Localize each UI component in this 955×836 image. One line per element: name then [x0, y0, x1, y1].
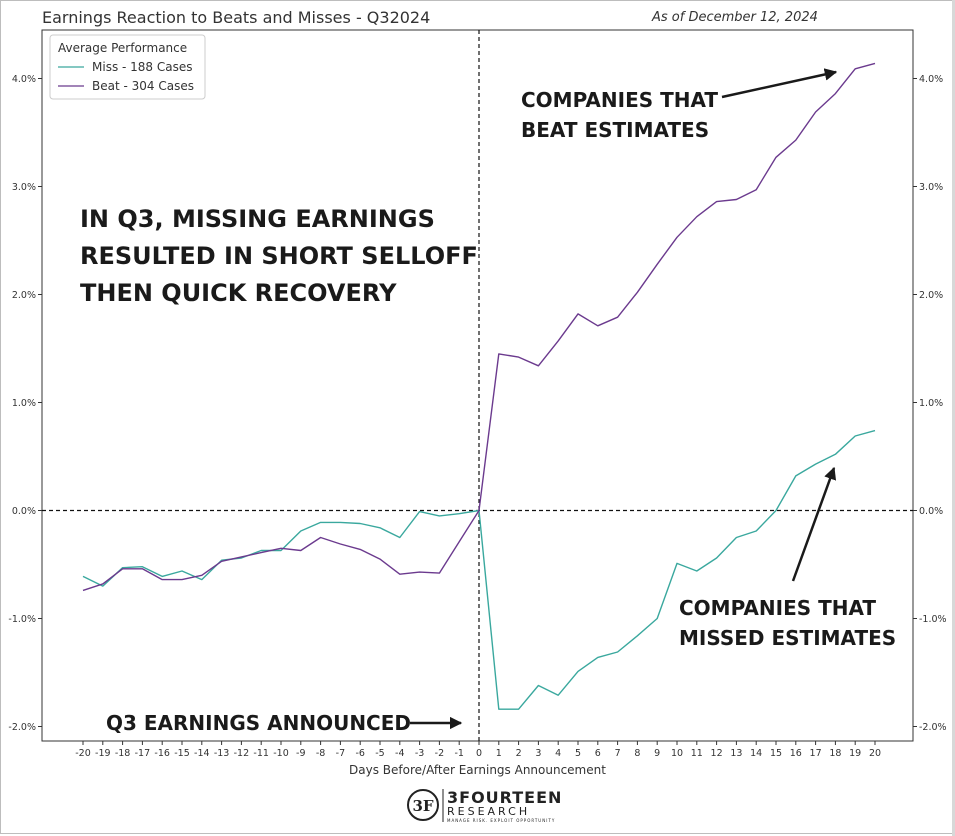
logo-tagline: MANAGE RISK. EXPLOIT OPPORTUNITY — [447, 818, 556, 823]
y-tick-label-left: 0.0% — [12, 506, 36, 517]
logo-name: 3FOURTEEN — [447, 788, 563, 807]
y-tick-label-left: -1.0% — [8, 614, 36, 625]
beat-annotation-line-1: COMPANIES THAT — [521, 88, 719, 112]
x-tick-label: -6 — [355, 748, 364, 759]
announced-annotation-line-1: Q3 EARNINGS ANNOUNCED — [106, 711, 411, 735]
x-tick-label: -8 — [316, 748, 325, 759]
miss-annotation-line-1: COMPANIES THAT — [679, 596, 877, 620]
y-tick-label-right: 4.0% — [919, 74, 943, 85]
x-tick-label: -14 — [194, 748, 210, 759]
main-annotation-line-3: THEN QUICK RECOVERY — [80, 279, 397, 307]
y-tick-label-left: -2.0% — [8, 722, 36, 733]
x-tick-label: -19 — [95, 748, 111, 759]
y-tick-label-left: 2.0% — [12, 290, 36, 301]
miss-arrow — [791, 466, 837, 582]
x-tick-label: -5 — [375, 748, 384, 759]
x-tick-label: -1 — [454, 748, 463, 759]
x-tick-label: -16 — [154, 748, 170, 759]
x-tick-label: 3 — [535, 748, 541, 759]
logo-wordmark: 3FOURTEEN RESEARCH MANAGE RISK. EXPLOIT … — [447, 789, 562, 824]
x-tick-label: 15 — [770, 748, 782, 759]
x-tick-label: 13 — [730, 748, 742, 759]
x-tick-label: 6 — [595, 748, 601, 759]
legend-box — [49, 34, 206, 100]
x-tick-label: 5 — [575, 748, 581, 759]
x-tick-label: -15 — [174, 748, 190, 759]
beat-arrow — [721, 68, 838, 99]
x-tick-label: 12 — [711, 748, 723, 759]
x-tick-label: 8 — [634, 748, 640, 759]
x-tick-label: -10 — [273, 748, 289, 759]
x-tick-label: 7 — [615, 748, 621, 759]
logo-mark-text: 3F — [412, 797, 433, 815]
x-tick-label: 0 — [476, 748, 482, 759]
x-tick-label: -17 — [135, 748, 151, 759]
x-tick-label: 4 — [555, 748, 561, 759]
frame-shadow — [952, 0, 955, 836]
y-tick-label-right: 2.0% — [919, 290, 943, 301]
miss-annotation: COMPANIES THAT MISSED ESTIMATES — [679, 593, 896, 653]
x-tick-label: -11 — [253, 748, 269, 759]
x-tick-label: 14 — [750, 748, 762, 759]
x-tick-label: 19 — [849, 748, 861, 759]
main-annotation-line-2: RESULTED IN SHORT SELLOFF — [80, 242, 478, 270]
legend-title: Average Performance — [58, 41, 187, 55]
logo-sub: RESEARCH — [447, 805, 531, 818]
x-tick-label: -12 — [234, 748, 250, 759]
y-tick-label-right: 1.0% — [919, 398, 943, 409]
x-tick-label: 11 — [691, 748, 703, 759]
y-tick-label-right: -2.0% — [919, 722, 947, 733]
x-tick-label: -13 — [214, 748, 230, 759]
legend-beat-label: Beat - 304 Cases — [92, 79, 194, 93]
logo-mark-icon: 3F — [407, 789, 444, 822]
y-tick-label-right: 0.0% — [919, 506, 943, 517]
series-group — [82, 62, 876, 710]
axes-group: -2.0% -2.0% -1.0% -1.0% 0.0% 0.0% 1.0% 1.0% 2.0%… — [8, 30, 947, 759]
x-tick-label: 16 — [790, 748, 802, 759]
x-tick-label: -4 — [395, 748, 404, 759]
chart-title: Earnings Reaction to Beats and Misses - … — [42, 8, 431, 27]
x-axis-label: Days Before/After Earnings Announcement — [349, 763, 606, 777]
as-of-date: As of December 12, 2024 — [652, 10, 818, 25]
x-tick-label: 2 — [516, 748, 522, 759]
x-tick-label: 1 — [496, 748, 502, 759]
x-tick-label: 20 — [869, 748, 881, 759]
main-annotation-line-1: IN Q3, MISSING EARNINGS — [80, 205, 435, 233]
y-tick-label-left: 1.0% — [12, 398, 36, 409]
beat-annotation-line-2: BEAT ESTIMATES — [521, 118, 710, 142]
announced-annotation: Q3 EARNINGS ANNOUNCED — [106, 708, 411, 738]
x-tick-label: 10 — [671, 748, 683, 759]
x-tick-label: -7 — [336, 748, 345, 759]
y-tick-label-left: 4.0% — [12, 74, 36, 85]
x-tick-label: -2 — [435, 748, 444, 759]
beat-annotation: COMPANIES THAT BEAT ESTIMATES — [521, 85, 718, 145]
x-tick-label: -3 — [415, 748, 424, 759]
x-tick-label: 17 — [810, 748, 822, 759]
x-tick-label: -9 — [296, 748, 305, 759]
x-tick-label: 9 — [654, 748, 660, 759]
x-tick-label: -20 — [75, 748, 91, 759]
legend: Average Performance Miss - 188 Cases Bea… — [49, 34, 206, 100]
main-annotation: IN Q3, MISSING EARNINGS RESULTED IN SHOR… — [80, 201, 478, 312]
beat-series-line — [82, 62, 876, 592]
miss-annotation-line-2: MISSED ESTIMATES — [679, 626, 897, 650]
x-tick-label: -18 — [115, 748, 131, 759]
legend-miss-label: Miss - 188 Cases — [92, 60, 193, 74]
plot-area-border — [41, 29, 914, 742]
y-tick-label-right: 3.0% — [919, 182, 943, 193]
y-tick-label-left: 3.0% — [12, 182, 36, 193]
x-tick-label: 18 — [829, 748, 841, 759]
y-tick-label-right: -1.0% — [919, 614, 947, 625]
